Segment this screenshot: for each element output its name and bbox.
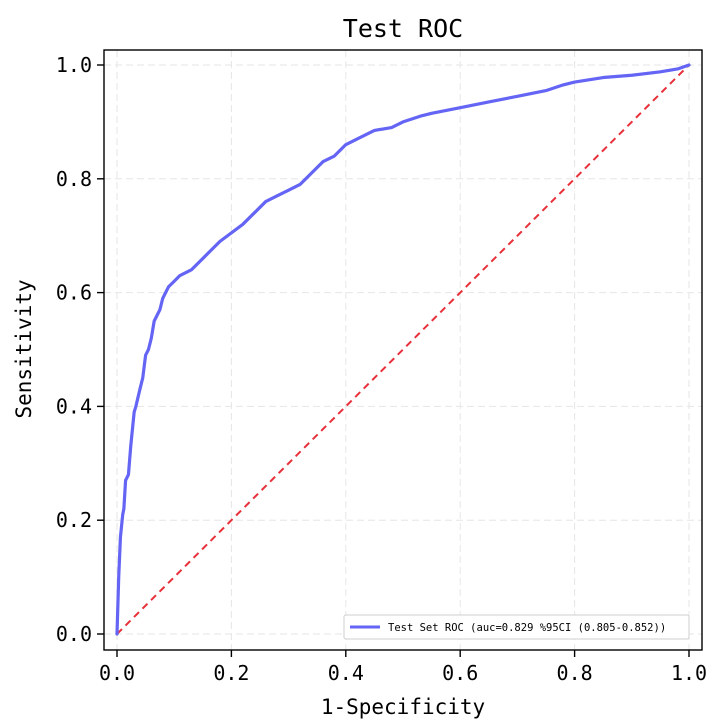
reference-diagonal-line: [116, 64, 690, 635]
x-axis-ticks: 0.0 0.2 0.4 0.6 0.8 1.0: [99, 650, 707, 685]
y-tick-label: 0.2: [56, 508, 92, 532]
x-tick-label: 1.0: [671, 661, 707, 685]
legend: Test Set ROC (auc=0.829 %95CI (0.805-0.8…: [343, 614, 690, 640]
x-tick-label: 0.6: [442, 661, 478, 685]
x-tick-label: 0.0: [99, 661, 135, 685]
x-axis-label: 1-Specificity: [321, 695, 485, 719]
legend-label-roc: Test Set ROC (auc=0.829 %95CI (0.805-0.8…: [388, 622, 666, 634]
roc-curve-layer: [115, 63, 691, 636]
y-tick-label: 0.0: [56, 622, 92, 646]
x-tick-label: 0.8: [557, 661, 593, 685]
plot-area-frame: [103, 49, 703, 651]
legend-box: [343, 614, 690, 640]
chart-title: Test ROC: [343, 14, 463, 43]
x-tick-label: 0.2: [213, 661, 249, 685]
y-axis-ticks: 0.0 0.2 0.4 0.6 0.8 1.0: [56, 53, 104, 646]
y-tick-label: 0.4: [56, 394, 92, 418]
grid-lines: [104, 50, 702, 650]
x-tick-label: 0.4: [328, 661, 364, 685]
y-tick-label: 0.8: [56, 167, 92, 191]
y-axis-label: Sensitivity: [12, 279, 36, 418]
roc-curve-line: [115, 63, 691, 636]
y-tick-label: 1.0: [56, 53, 92, 77]
reference-line-layer: [116, 64, 690, 635]
y-tick-label: 0.6: [56, 281, 92, 305]
